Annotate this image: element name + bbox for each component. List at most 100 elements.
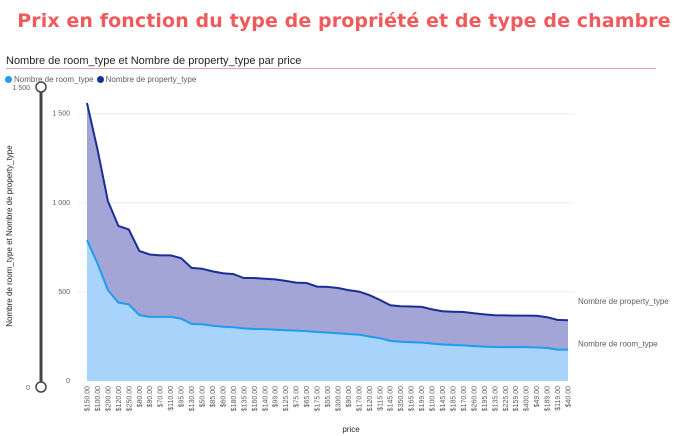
room-type-point[interactable]	[513, 345, 518, 350]
property-type-point[interactable]	[179, 256, 184, 261]
room-type-point[interactable]	[273, 327, 278, 332]
room-type-point[interactable]	[430, 341, 435, 346]
room-type-point[interactable]	[346, 331, 351, 336]
room-type-point[interactable]	[555, 347, 560, 352]
room-type-point[interactable]	[545, 346, 550, 351]
room-type-point[interactable]	[482, 344, 487, 349]
property-type-point[interactable]	[85, 101, 90, 106]
room-type-point[interactable]	[252, 326, 257, 331]
property-type-point[interactable]	[534, 313, 539, 318]
room-type-point[interactable]	[158, 314, 163, 319]
room-type-point[interactable]	[262, 327, 267, 332]
property-type-point[interactable]	[126, 227, 131, 232]
property-type-point[interactable]	[325, 284, 330, 289]
room-type-point[interactable]	[335, 331, 340, 336]
property-type-point[interactable]	[168, 253, 173, 258]
room-type-point[interactable]	[241, 326, 246, 331]
room-type-point[interactable]	[179, 316, 184, 321]
property-type-point[interactable]	[335, 285, 340, 290]
room-type-point[interactable]	[492, 344, 497, 349]
property-type-point[interactable]	[252, 276, 257, 281]
property-type-point[interactable]	[450, 309, 455, 314]
room-type-point[interactable]	[304, 329, 309, 334]
property-type-point[interactable]	[294, 280, 299, 285]
property-type-point[interactable]	[492, 313, 497, 318]
property-type-point[interactable]	[356, 289, 361, 294]
x-tick-label: $145.00	[388, 386, 395, 411]
room-type-point[interactable]	[377, 336, 382, 341]
room-type-point[interactable]	[398, 339, 403, 344]
room-type-point[interactable]	[325, 330, 330, 335]
room-type-point[interactable]	[409, 340, 414, 345]
x-tick-label: $49.00	[534, 386, 541, 408]
property-type-point[interactable]	[503, 313, 508, 318]
room-type-point[interactable]	[105, 288, 110, 293]
property-type-point[interactable]	[200, 266, 205, 271]
property-type-point[interactable]	[409, 304, 414, 309]
property-type-point[interactable]	[346, 288, 351, 293]
room-type-point[interactable]	[388, 338, 393, 343]
property-type-point[interactable]	[262, 276, 267, 281]
property-type-point[interactable]	[147, 252, 152, 257]
property-type-point[interactable]	[105, 199, 110, 204]
property-type-point[interactable]	[315, 284, 320, 289]
room-type-point[interactable]	[116, 300, 121, 305]
property-type-point[interactable]	[241, 276, 246, 281]
y-range-slider-handle-top[interactable]	[35, 81, 47, 93]
room-type-point[interactable]	[200, 322, 205, 327]
property-type-point[interactable]	[461, 310, 466, 315]
property-type-point[interactable]	[158, 253, 163, 258]
property-type-point[interactable]	[482, 312, 487, 317]
room-type-point[interactable]	[147, 314, 152, 319]
room-type-point[interactable]	[440, 342, 445, 347]
room-type-point[interactable]	[534, 345, 539, 350]
room-type-point[interactable]	[283, 328, 288, 333]
room-type-point[interactable]	[367, 334, 372, 339]
property-type-point[interactable]	[304, 281, 309, 286]
property-type-point[interactable]	[524, 313, 529, 318]
room-type-point[interactable]	[450, 343, 455, 348]
property-type-point[interactable]	[555, 317, 560, 322]
property-type-point[interactable]	[398, 304, 403, 309]
property-type-point[interactable]	[545, 315, 550, 320]
room-type-point[interactable]	[315, 330, 320, 335]
property-type-point[interactable]	[367, 293, 372, 298]
property-type-point[interactable]	[189, 265, 194, 270]
room-type-point[interactable]	[419, 340, 424, 345]
y-range-slider-handle-bottom[interactable]	[35, 381, 47, 393]
property-type-point[interactable]	[273, 277, 278, 282]
room-type-point[interactable]	[137, 313, 142, 318]
room-type-point[interactable]	[220, 324, 225, 329]
room-type-point[interactable]	[461, 343, 466, 348]
property-type-point[interactable]	[220, 271, 225, 276]
property-type-point[interactable]	[137, 248, 142, 253]
room-type-point[interactable]	[566, 347, 571, 352]
legend-item-property-type[interactable]: Nombre de property_type	[96, 75, 196, 84]
room-type-point[interactable]	[356, 332, 361, 337]
room-type-point[interactable]	[524, 345, 529, 350]
room-type-point[interactable]	[189, 321, 194, 326]
room-type-point[interactable]	[168, 314, 173, 319]
property-type-point[interactable]	[116, 223, 121, 228]
property-type-point[interactable]	[471, 311, 476, 316]
room-type-point[interactable]	[231, 325, 236, 330]
property-type-point[interactable]	[388, 303, 393, 308]
room-type-point[interactable]	[294, 328, 299, 333]
legend-item-room-type[interactable]: Nombre de room_type	[5, 75, 94, 84]
property-type-point[interactable]	[210, 269, 215, 274]
property-type-point[interactable]	[419, 304, 424, 309]
room-type-point[interactable]	[471, 344, 476, 349]
property-type-point[interactable]	[95, 147, 100, 152]
property-type-point[interactable]	[231, 272, 236, 277]
property-type-point[interactable]	[283, 278, 288, 283]
room-type-point[interactable]	[95, 261, 100, 266]
property-type-point[interactable]	[566, 318, 571, 323]
property-type-point[interactable]	[377, 297, 382, 302]
property-type-point[interactable]	[513, 313, 518, 318]
property-type-point[interactable]	[430, 307, 435, 312]
room-type-point[interactable]	[126, 302, 131, 307]
room-type-point[interactable]	[210, 323, 215, 328]
room-type-point[interactable]	[503, 345, 508, 350]
room-type-point[interactable]	[85, 238, 90, 243]
property-type-point[interactable]	[440, 309, 445, 314]
